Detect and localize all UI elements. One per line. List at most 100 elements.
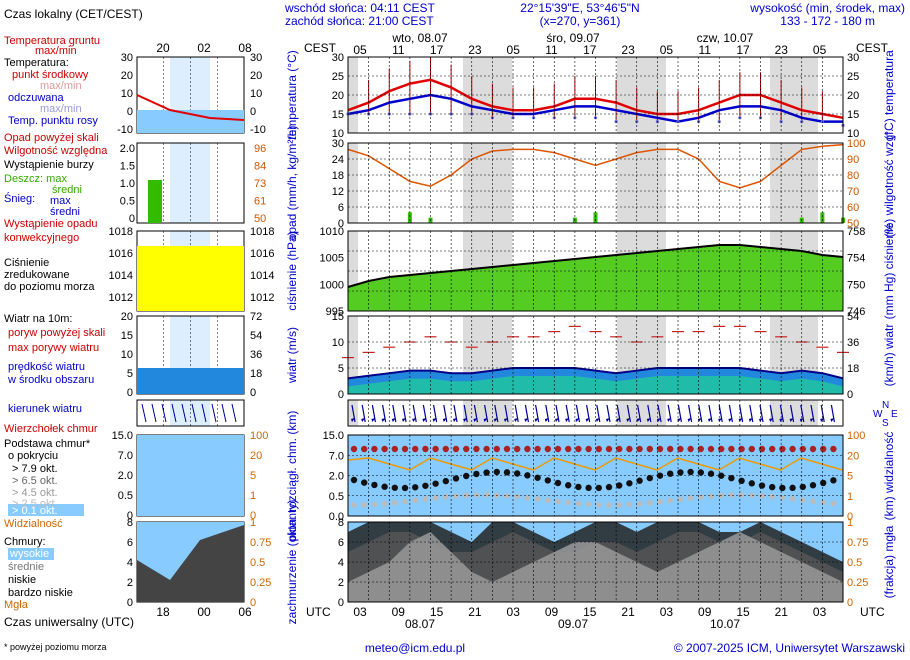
wind-arrowhead [463,418,468,422]
wind-arrow [698,404,703,423]
legend-precip-tick: 2.0 [120,143,135,155]
hour-top: 23 [775,43,789,57]
hour-bottom: 15 [736,605,750,619]
legend-cloud-tick: 4 [127,557,133,569]
legend-pressure-tick-right: 1016 [250,248,274,260]
cloud-base-dot [575,483,582,491]
wind-arrow [351,404,356,423]
cloud-base-dot-light [585,501,592,508]
cloud-base-dot [381,483,388,490]
legend-wind-tick: 10 [121,349,133,361]
legend-pressure-tick-right: 1014 [250,270,274,282]
wind-arrowhead [351,418,355,422]
legend-precip-tick-right: 61 [254,196,266,208]
legend-cloud: średnie [8,561,44,573]
wind-arrowhead [381,418,386,422]
cloud-left-label: zachmurzenie (oktanty) [285,500,299,625]
legend-cloudbase-fill [137,435,244,516]
cloud-base-dot-light [596,502,602,508]
cloud-base-dot-light [647,500,653,506]
cloud-top-dot [646,445,653,453]
cloud-base-dot [412,484,419,491]
legend-temp-tick: 30 [121,52,133,64]
wind-arrow [382,404,387,423]
cloud-base-dot [473,470,480,478]
wind-arrow [422,404,427,423]
legend-temp: max/min [40,103,82,115]
hour-top: 05 [507,43,521,57]
tz-bottom-right: UTC [860,605,885,619]
legend-cloud-tick-right: 0.5 [250,557,265,569]
footer-copyright: © 2007-2025 ICM, Uniwersytet Warszawski [674,641,905,655]
legend-temp-tick-right: -10 [250,124,266,136]
hour-top: 17 [430,43,444,57]
wind-arrow [810,404,815,423]
night-band [463,143,512,223]
legend-pressure-tick: 1014 [109,270,133,282]
cloud-top-dot [361,445,368,453]
cloudbase-right-label: (km) widzialność [882,432,896,521]
hour-bottom: 03 [660,605,674,619]
visibility-line [347,457,843,471]
elevation-values: 133 - 172 - 180 m [780,14,875,28]
cloud-base-dot [595,484,602,492]
legend-frame [136,142,245,224]
wind-arrowhead [371,418,376,422]
panel-frame-temp [347,56,844,134]
cloud-base-dot-light [728,492,735,498]
cloud-base-dot-light [351,502,357,508]
legend-temp: max/min [35,45,77,57]
rain-bar [593,212,598,223]
wind-arrow [688,404,693,423]
cloud-base-dot-light [738,492,745,498]
wind-arrow [790,404,795,423]
tick-right: 0 [847,389,853,401]
panel-frame-cloud [347,521,844,603]
legend-cloud-tick: 2 [127,577,133,589]
tick-left: 30 [332,52,344,64]
cloud-base-dot-light [708,493,714,499]
tick-left: 15 [332,109,344,121]
compass-s: S [882,418,889,429]
grid-index: (x=270, y=361) [540,14,621,28]
wind-arrow [371,404,376,423]
cloud-base-dot [401,484,409,492]
legend-precip-tick-right: 96 [254,143,266,155]
tick-right: 20 [847,450,859,462]
tick-right: 100 [847,430,865,442]
pressure-right-label: (mm Hg) ciśnienie [882,222,896,319]
legend-cloudbase: > 2.5 okt. [12,498,58,510]
legend-pressure-tick: 1018 [109,226,133,238]
day-bottom: 08.07 [405,617,435,631]
hour-bottom: 03 [353,605,367,619]
cloud-top-dot [779,445,786,453]
tick-left: 4 [338,557,344,569]
legend-cloudbase: > 4.5 okt. [12,487,58,499]
tick-right: 0 [847,597,853,609]
legend-wind: max porywy wiatru [8,342,99,354]
sunset: zachód słońca: 21:00 CEST [285,14,434,28]
cloud-base-dot-light [392,499,398,506]
cloud-top-dot [738,445,745,453]
legend-temp: punkt środkowy [12,69,89,81]
wind-arrow [596,404,601,423]
day-top: wto, 08.07 [391,31,448,45]
compass-e: E [891,409,898,420]
tick-left: 1010 [320,226,344,238]
legend-cloud-tick-right: 1 [250,517,256,529]
cloud-top-dot [463,445,470,453]
legend-cloud-tick: 8 [127,517,133,529]
legend-cloud-tick-right: 0.75 [250,537,271,549]
legend-precip-tick: 0.5 [120,196,135,208]
panel-frame-precip [347,142,844,224]
wind-arrow [453,404,458,423]
wind-arrowhead [544,418,549,422]
night-band [348,143,358,223]
tick-left: 12 [332,186,344,198]
cloud-base-dot-light [769,493,775,500]
sunrise: wschód słońca: 04:11 CEST [284,1,436,15]
pressure-left-label: ciśnienie (hPa) [285,231,299,310]
night-band [463,57,512,133]
wind-arrowhead [361,418,366,422]
cloud-base-dot [636,477,643,484]
